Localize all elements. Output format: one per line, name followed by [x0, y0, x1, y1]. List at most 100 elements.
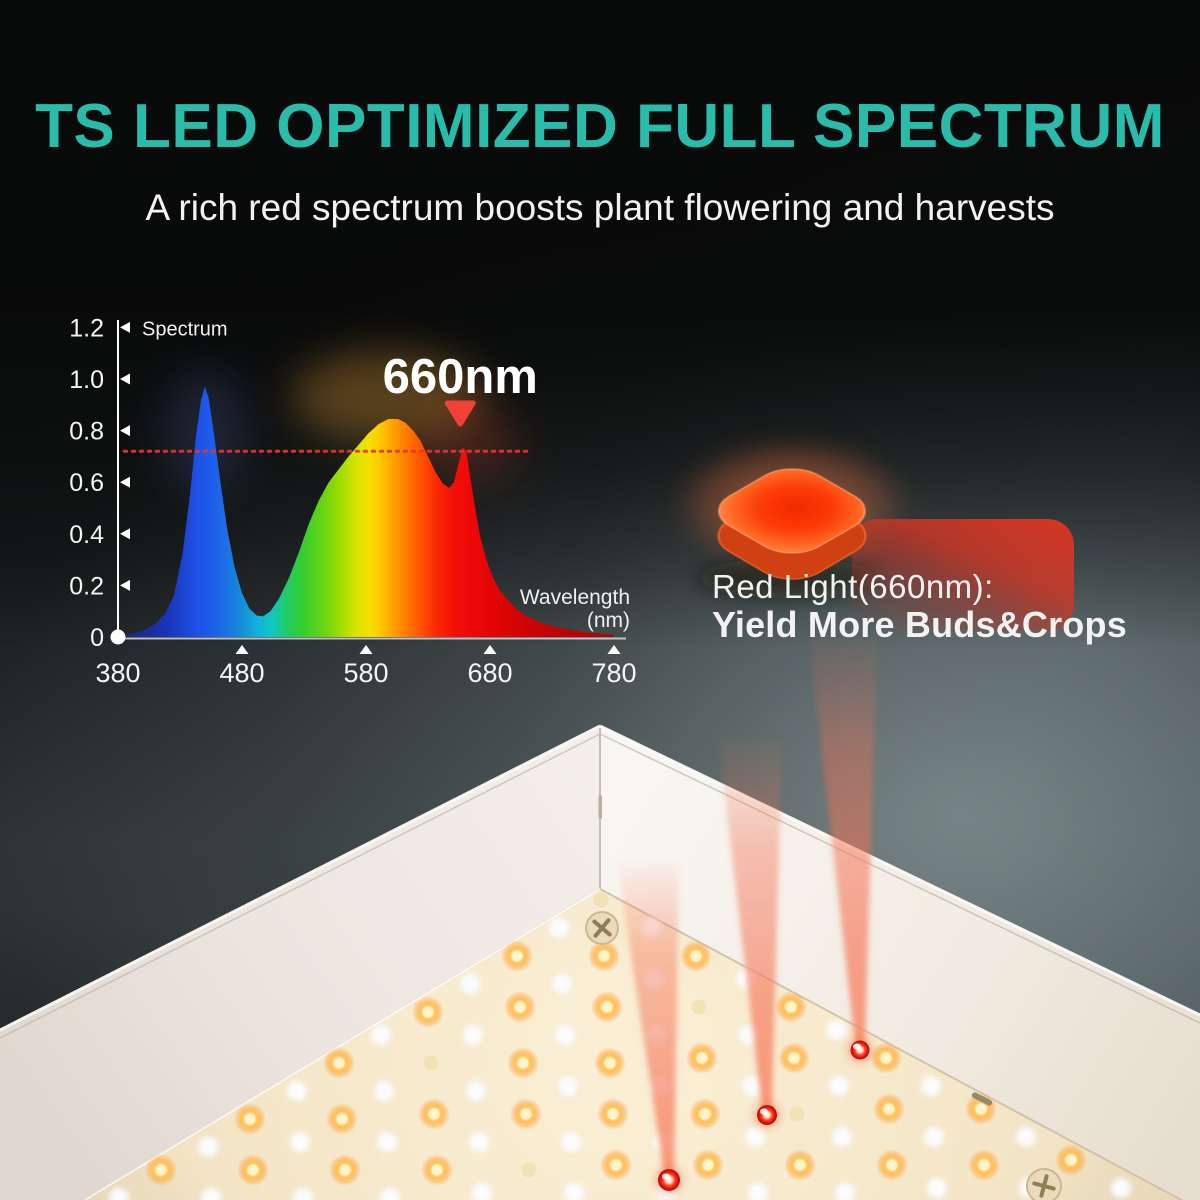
led-white — [380, 1188, 400, 1200]
peak-annotation-label: 660nm — [383, 350, 538, 404]
led-white — [835, 1183, 855, 1200]
led-white — [293, 1188, 313, 1200]
led-warm-core — [794, 1159, 806, 1171]
led-white — [924, 1127, 944, 1147]
red-light-beam — [617, 862, 679, 1173]
led-white — [561, 1132, 581, 1152]
led-warm-core — [785, 1001, 797, 1013]
led-white — [748, 1183, 768, 1200]
led-warm-core — [428, 1108, 440, 1120]
down-triangle-icon — [444, 400, 476, 427]
origin-dot — [110, 629, 126, 645]
led-warm-core — [880, 1052, 892, 1064]
led-warm-core — [610, 1159, 622, 1171]
led-warm-core — [696, 1052, 708, 1064]
y-tick-arrow-icon — [120, 373, 130, 385]
y-tick-arrow-icon — [120, 579, 130, 591]
led-white — [745, 1127, 765, 1147]
led-white — [463, 1025, 483, 1045]
led-white — [1016, 1127, 1036, 1147]
led-white — [466, 1081, 486, 1101]
x-tick-label: 480 — [219, 658, 264, 688]
hood-crease-slot — [598, 795, 602, 819]
screw-icon — [585, 911, 619, 945]
red-diode-dot — [757, 1105, 777, 1125]
hood-left-edge-highlight — [0, 724, 601, 1032]
led-dim — [521, 1162, 537, 1178]
y-tick-arrow-icon — [120, 476, 130, 488]
led-white — [564, 1183, 584, 1200]
led-warm-core — [431, 1164, 443, 1176]
subtitle: A rich red spectrum boosts plant floweri… — [145, 187, 1055, 228]
led-white — [826, 1020, 846, 1040]
led-warm-core — [333, 1057, 345, 1069]
led-white — [198, 1137, 218, 1157]
red-gradient-band — [852, 519, 1074, 631]
led-warm-core — [604, 1057, 616, 1069]
hood-right-edge-highlight — [599, 724, 1200, 1017]
red-light-callout: Red Light(660nm): Yield More Buds&Crops — [712, 568, 1172, 645]
led-white — [552, 974, 572, 994]
board-slot-mark — [971, 1092, 993, 1106]
led-warm-core — [883, 1103, 895, 1115]
page-title: TS LED OPTIMIZED FULL SPECTRUM — [35, 92, 1165, 161]
led-white — [555, 1025, 575, 1045]
led-white — [1111, 1178, 1131, 1198]
x-tick-label: 380 — [95, 658, 140, 688]
y-tick-label: 0.6 — [69, 469, 104, 497]
led-dim — [593, 892, 609, 908]
led-warm-core — [336, 1113, 348, 1125]
led-warm-core — [788, 1052, 800, 1064]
y-tick-arrow-icon — [120, 528, 130, 540]
led-warm-core — [514, 1001, 526, 1013]
red-diode-highlight — [760, 1108, 768, 1115]
red-diode-highlight — [662, 1173, 670, 1180]
led-warm-core — [247, 1164, 259, 1176]
x-axis-title: Wavelength — [520, 586, 630, 609]
led-white — [832, 1127, 852, 1147]
x-tick-arrow-icon — [235, 645, 249, 654]
led-white — [472, 1183, 492, 1200]
led-warm-core — [601, 1001, 613, 1013]
led-white — [201, 1188, 221, 1200]
hood-right-edge-shadow — [599, 733, 1200, 1024]
led-chip-icon — [717, 468, 867, 554]
led-white — [469, 1132, 489, 1152]
led-warm-core — [607, 1108, 619, 1120]
led-warm-core — [699, 1108, 711, 1120]
led-warm-core — [520, 1108, 532, 1120]
led-white — [371, 1025, 391, 1045]
red-light-beam — [809, 638, 877, 1043]
led-dim — [789, 1106, 805, 1122]
y-tick-label: 0 — [90, 624, 104, 652]
x-tick-label: 780 — [591, 658, 636, 688]
led-dim — [691, 999, 707, 1015]
red-light-beam — [718, 738, 782, 1108]
y-axis-title: Spectrum — [142, 318, 228, 340]
hood-left-edge-shadow — [0, 733, 601, 1039]
red-diode-dot — [850, 1040, 870, 1060]
led-white — [927, 1178, 947, 1198]
led-white — [921, 1076, 941, 1096]
y-tick-label: 0.4 — [69, 521, 104, 549]
led-warm-core — [886, 1159, 898, 1171]
led-white — [558, 1076, 578, 1096]
x-tick-label: 680 — [467, 658, 512, 688]
x-tick-label: 580 — [343, 658, 388, 688]
red-diode-highlight — [853, 1043, 861, 1050]
callout-heading: Red Light(660nm): — [712, 568, 994, 605]
led-warm-core — [517, 1057, 529, 1069]
led-white — [109, 1188, 129, 1200]
red-peak-glow — [415, 401, 520, 486]
led-white — [377, 1132, 397, 1152]
y-tick-label: 0.2 — [69, 572, 104, 600]
x-axis-title-units: (nm) — [587, 609, 630, 632]
led-white — [742, 1076, 762, 1096]
led-white — [549, 918, 569, 938]
led-warm-core — [978, 1159, 990, 1171]
led-warm-core — [339, 1164, 351, 1176]
led-warm-core — [690, 950, 702, 962]
led-warm-core — [702, 1159, 714, 1171]
